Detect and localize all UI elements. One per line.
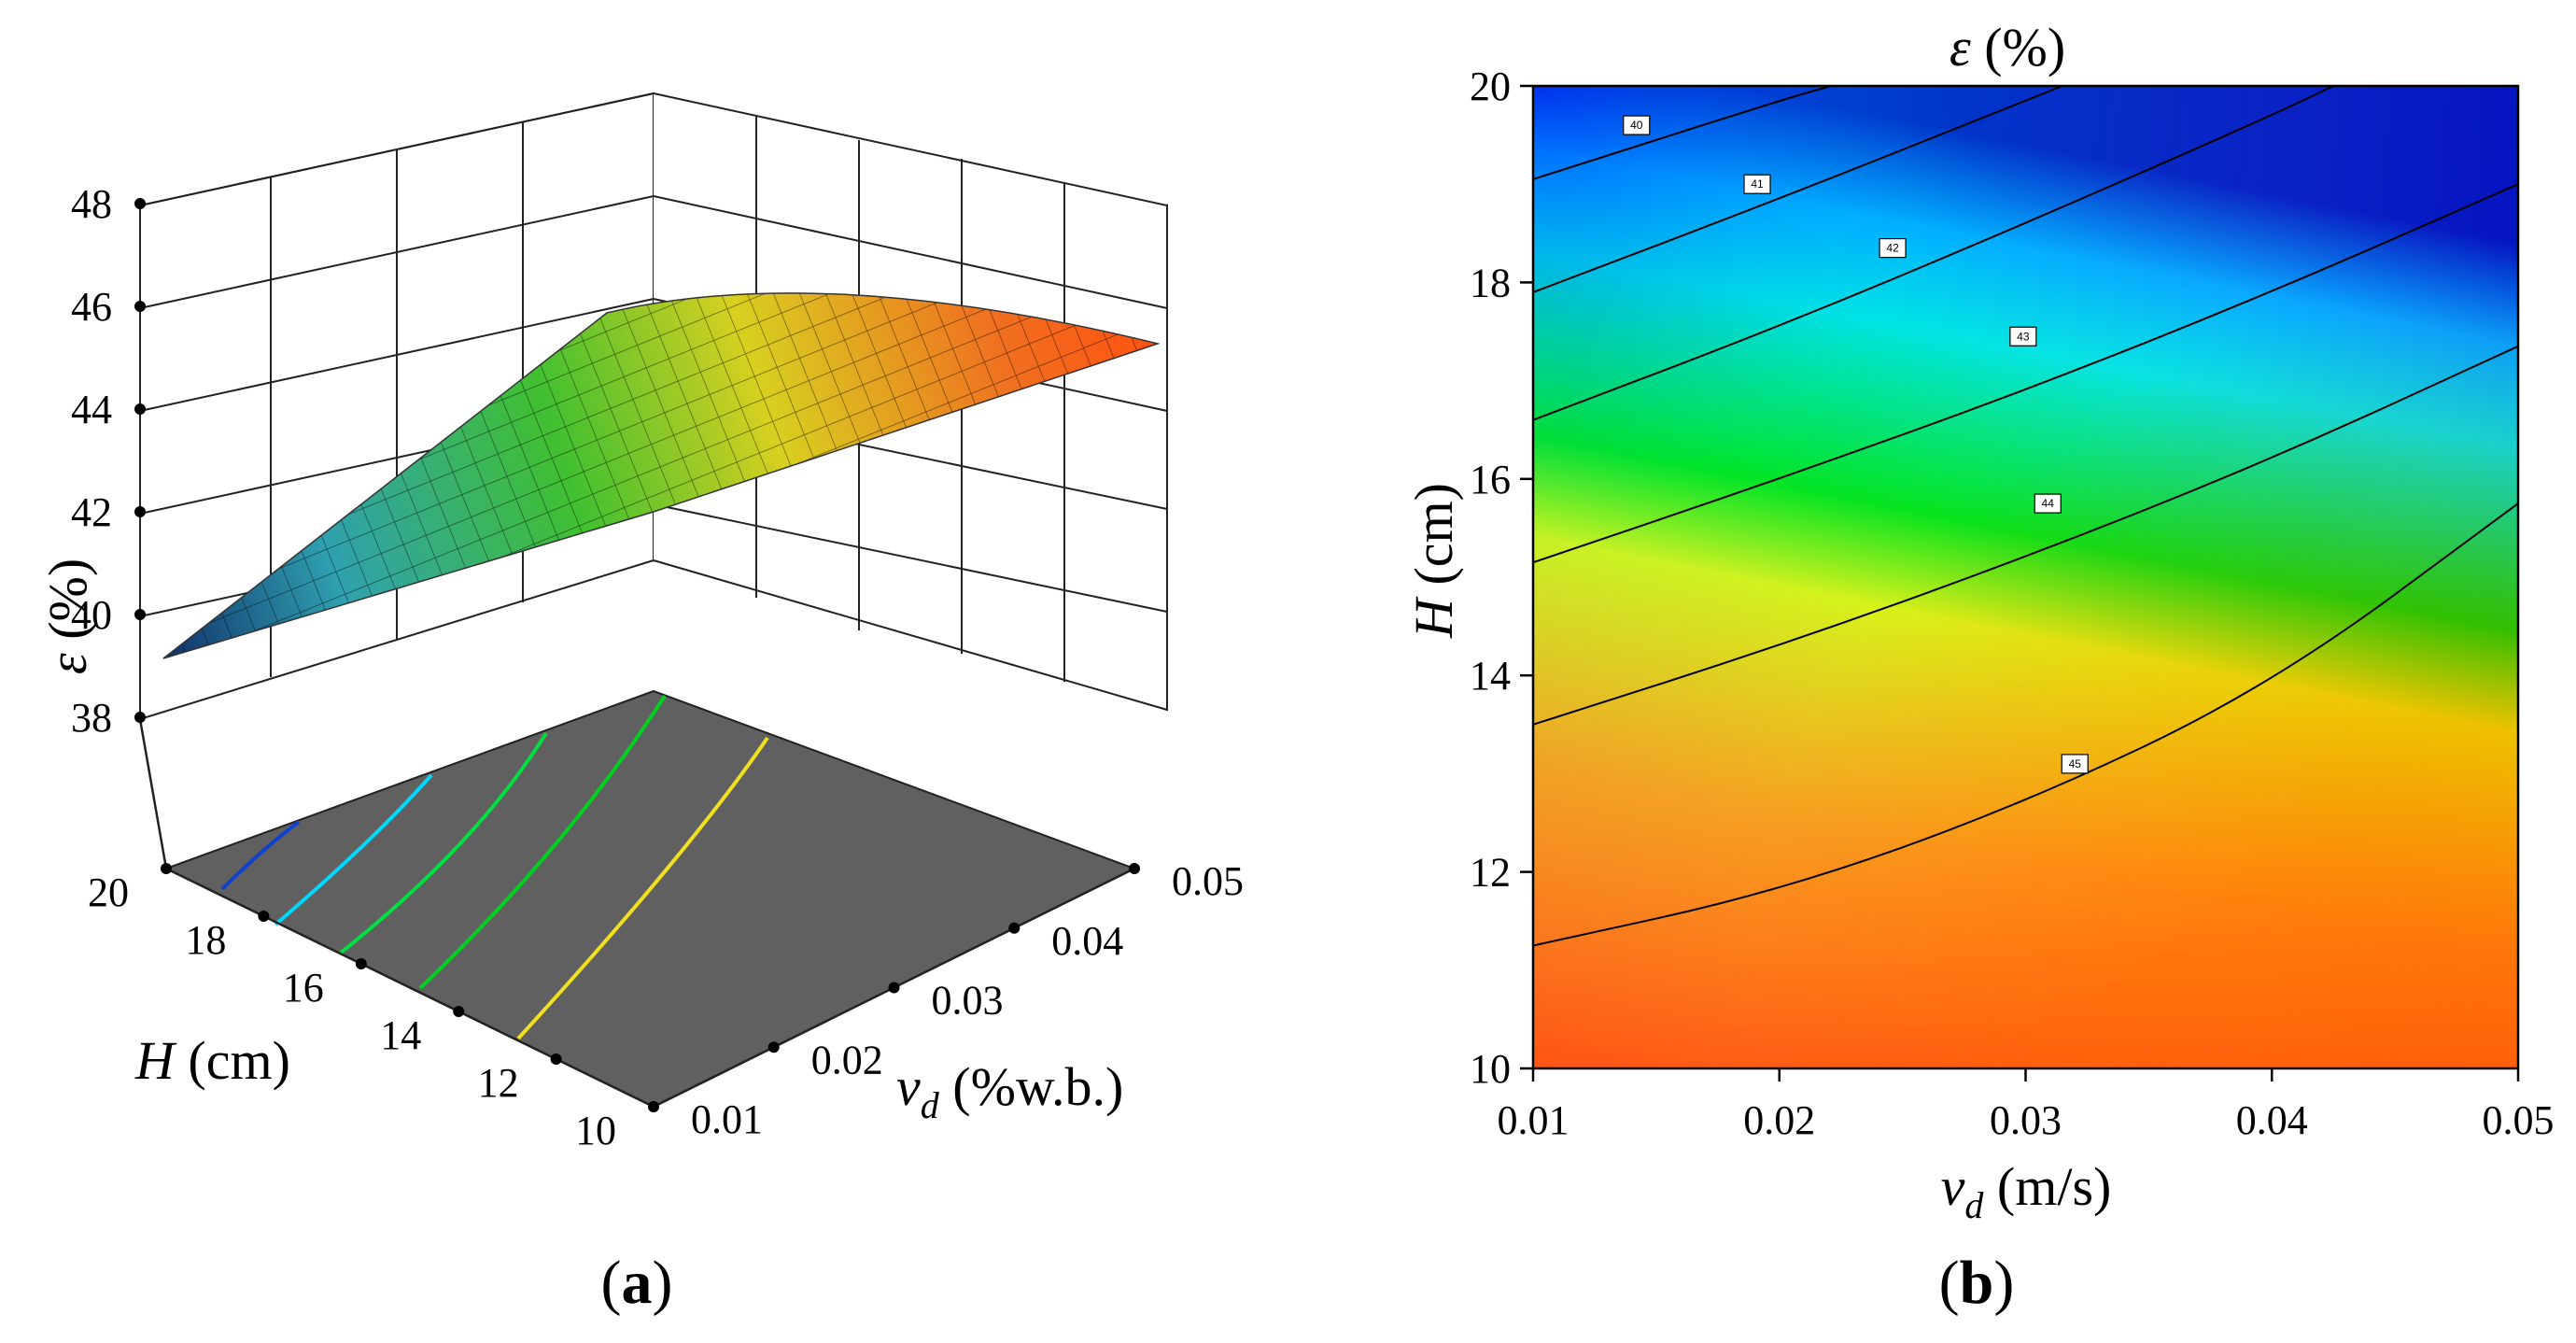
x-tick-label: 0.01 xyxy=(1498,1097,1570,1143)
floor-contours xyxy=(220,694,769,1040)
x-tick-label: 0.02 xyxy=(1743,1097,1815,1143)
contour-title: ε (%) xyxy=(1950,17,2065,78)
contour-label-box xyxy=(1623,115,1651,135)
y-tick-label: 16 xyxy=(1470,457,1511,502)
h-tick-dot xyxy=(355,958,367,969)
vd-tick-dot xyxy=(648,1101,659,1112)
floor-contour-40 xyxy=(220,820,301,891)
vd-tick-dot xyxy=(888,982,900,994)
contour-line-42 xyxy=(1532,85,2334,421)
z-tick-dot xyxy=(134,712,146,723)
vd-tick-dot xyxy=(1129,863,1140,874)
panel-b-contour-plot: 40 41 42 43 44 45 0.01 0.02 0.03 0.04 0.05 10 12 14… xyxy=(1403,17,2555,1317)
h-axis-label: H (cm) xyxy=(134,1030,290,1091)
vd-axis-label: vd (%w.b.) xyxy=(896,1056,1123,1130)
h-tick-label: 16 xyxy=(283,965,324,1011)
contour-label-43: 43 xyxy=(2017,330,2030,343)
contour-line-41 xyxy=(1532,85,2063,293)
z-tick-label: 42 xyxy=(71,489,112,535)
h-tick-label: 18 xyxy=(185,917,226,963)
vd-tick-dot xyxy=(767,1041,780,1053)
panel-b-label: (b) xyxy=(1939,1249,2015,1317)
z-tick-dot xyxy=(134,609,146,620)
x-tick-label: 0.03 xyxy=(1990,1097,2062,1143)
contour-label-41: 41 xyxy=(1751,177,1764,191)
y-tick-label: 20 xyxy=(1470,64,1511,109)
h-tick-label: 14 xyxy=(380,1012,421,1058)
contour-label-box xyxy=(2034,493,2062,514)
contour-shading-bottom xyxy=(1533,86,2518,1068)
floor-contour-41 xyxy=(274,773,433,926)
z-tick-label: 40 xyxy=(71,592,112,638)
contour-line-44 xyxy=(1532,345,2519,726)
contour-line-45 xyxy=(1532,502,2519,947)
h-tick-dot xyxy=(258,911,270,922)
h-tick-dot xyxy=(550,1053,562,1065)
contour-x-axis-label: vd (m/s) xyxy=(1941,1156,2112,1230)
contour-line-40 xyxy=(1532,85,1832,180)
z-tick-dot xyxy=(134,301,146,312)
contour-line-43 xyxy=(1532,183,2519,564)
z-axis-ticks: 48 46 44 42 40 38 xyxy=(71,181,146,741)
z-tick-label: 38 xyxy=(71,695,112,741)
contour-y-axis-label: H (cm) xyxy=(1403,483,1464,639)
vd-tick-label: 0.04 xyxy=(1051,918,1123,964)
h-tick-dot xyxy=(161,863,172,874)
y-tick-label: 12 xyxy=(1470,850,1511,896)
floor-plane xyxy=(163,689,1137,1109)
vd-tick-label: 0.02 xyxy=(811,1037,883,1082)
contour-level-labels: 40 41 42 43 44 45 xyxy=(1623,115,2089,774)
vd-tick-dot xyxy=(1008,922,1021,934)
vd-tick-label: 0.03 xyxy=(932,978,1004,1024)
floor-contour-44 xyxy=(516,736,769,1040)
contour-label-44: 44 xyxy=(2042,497,2055,510)
h-axis-ticks: 20 18 16 14 12 10 xyxy=(88,863,659,1153)
z-tick-dot xyxy=(134,198,146,209)
x-tick-label: 0.04 xyxy=(2236,1097,2308,1143)
h-tick-label: 12 xyxy=(478,1060,519,1106)
panel-a-label: (a) xyxy=(601,1249,673,1317)
contour-label-box xyxy=(1879,237,1907,259)
contour-label-box xyxy=(2009,326,2037,346)
y-tick-label: 14 xyxy=(1470,653,1511,699)
z-tick-label: 46 xyxy=(71,284,112,330)
contour-label-box xyxy=(1743,174,1771,194)
contour-label-45: 45 xyxy=(2069,757,2082,770)
z-axis-label: ε (%) xyxy=(37,558,98,674)
h-tick-dot xyxy=(453,1006,465,1017)
h-tick-label: 20 xyxy=(88,869,129,915)
h-tick-label: 10 xyxy=(575,1108,616,1153)
y-tick-label: 18 xyxy=(1470,260,1511,305)
contour-label-box xyxy=(2061,754,2089,774)
contour-lines xyxy=(1532,85,2519,947)
vd-tick-label: 0.01 xyxy=(691,1096,763,1142)
contour-label-40: 40 xyxy=(1630,119,1643,132)
floor-contour-43 xyxy=(418,694,667,990)
z-tick-label: 48 xyxy=(71,181,112,227)
z-tick-dot xyxy=(134,403,146,415)
response-surface xyxy=(162,292,1161,659)
contour-label-42: 42 xyxy=(1886,242,1899,255)
y-tick-label: 10 xyxy=(1470,1046,1511,1092)
contour-x-ticks: 0.01 0.02 0.03 0.04 0.05 xyxy=(1498,1068,2555,1143)
x-tick-label: 0.05 xyxy=(2483,1097,2555,1143)
floor-contour-42 xyxy=(339,731,548,954)
vd-tick-label: 0.05 xyxy=(1172,858,1244,904)
z-tick-dot xyxy=(134,506,146,517)
contour-y-ticks: 10 12 14 16 18 20 xyxy=(1470,64,1533,1092)
z-tick-label: 44 xyxy=(71,387,112,432)
vd-axis-ticks: 0.01 0.02 0.03 0.04 0.05 xyxy=(648,858,1244,1142)
